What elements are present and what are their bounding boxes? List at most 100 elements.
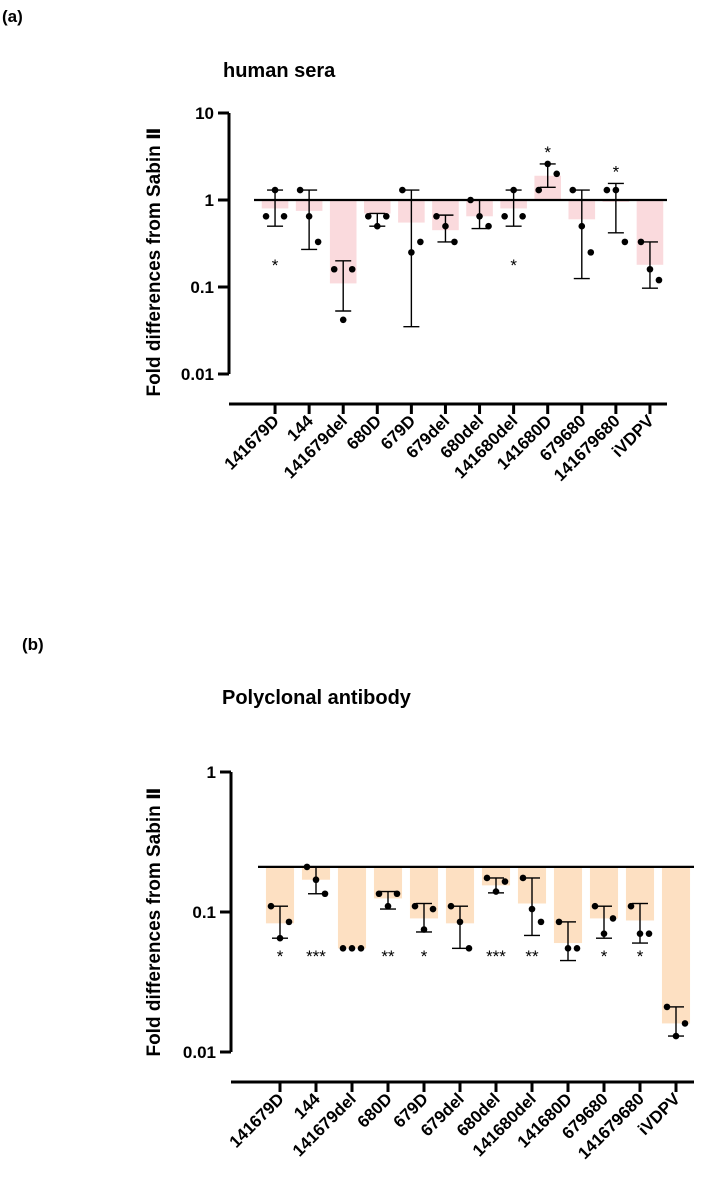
data-point	[609, 915, 617, 922]
significance-marker: *	[277, 947, 284, 966]
data-point	[553, 170, 561, 178]
data-point	[636, 930, 644, 937]
bar	[337, 866, 367, 949]
bar	[661, 866, 691, 1024]
y-tick-label: 0.1	[192, 903, 216, 922]
data-point	[280, 212, 288, 220]
data-point	[519, 212, 526, 220]
data-point	[348, 945, 356, 952]
data-point	[681, 1020, 689, 1027]
data-point	[587, 249, 595, 256]
data-point	[655, 276, 663, 284]
data-point	[663, 1003, 671, 1011]
data-point	[364, 212, 372, 220]
significance-marker: *	[637, 947, 644, 966]
data-point	[339, 316, 347, 324]
data-point	[555, 918, 563, 926]
panel-label: (a)	[2, 7, 23, 26]
data-point	[591, 902, 599, 910]
data-point	[271, 186, 279, 194]
data-point	[312, 876, 320, 884]
y-tick-label: 0.01	[183, 1043, 216, 1062]
data-point	[399, 186, 406, 194]
data-point	[578, 222, 586, 230]
significance-marker: ***	[306, 947, 326, 966]
data-point	[564, 945, 572, 952]
y-tick-label: 1	[207, 763, 216, 782]
data-point	[492, 888, 500, 895]
y-tick-label: 0.01	[181, 365, 214, 384]
data-point	[357, 945, 365, 952]
data-point	[305, 212, 313, 220]
data-point	[433, 212, 440, 220]
panel-a-chart: (a) human sera Fold differences from Sabin…	[2, 7, 667, 485]
data-point	[429, 905, 437, 913]
data-point	[476, 212, 483, 220]
data-point	[384, 902, 392, 910]
data-point	[348, 265, 356, 273]
data-point	[501, 878, 509, 885]
data-point	[483, 874, 491, 882]
data-point	[339, 945, 347, 952]
data-point	[510, 186, 517, 194]
data-point	[393, 890, 401, 898]
data-point	[417, 238, 424, 246]
data-point	[276, 934, 284, 942]
data-point	[411, 902, 419, 910]
data-point	[382, 212, 390, 220]
data-point	[467, 196, 474, 204]
data-point	[603, 186, 611, 194]
data-point	[535, 186, 543, 194]
data-point	[314, 238, 322, 246]
y-axis-label: Fold differences from Sabin Ⅱ	[144, 127, 165, 396]
panel-label: (b)	[22, 635, 44, 654]
chart-title: human sera	[223, 60, 336, 82]
data-point	[447, 902, 455, 910]
significance-marker: **	[525, 947, 539, 966]
significance-marker: *	[272, 256, 279, 275]
significance-marker: *	[510, 256, 517, 275]
data-point	[672, 1032, 680, 1040]
data-point	[485, 222, 492, 230]
data-point	[267, 902, 275, 910]
significance-marker: *	[613, 162, 620, 181]
x-tick-label: 141679del	[280, 411, 351, 482]
significance-marker: *	[421, 947, 428, 966]
x-tick-label: iVDPV	[634, 1089, 684, 1139]
data-point	[285, 918, 293, 926]
data-point	[600, 930, 608, 937]
data-point	[569, 186, 577, 194]
data-point	[544, 160, 552, 168]
data-point	[637, 238, 645, 246]
data-point	[451, 238, 458, 246]
data-point	[646, 265, 654, 273]
data-point	[573, 945, 581, 952]
data-point	[330, 265, 338, 273]
significance-marker: *	[601, 947, 608, 966]
data-point	[612, 186, 620, 194]
data-point	[442, 222, 449, 230]
data-point	[519, 874, 527, 882]
panel-b-chart: (b) Polyclonal antibody Fold differences f…	[22, 635, 694, 1163]
x-tick-label: 141679D	[221, 411, 283, 473]
y-tick-label: 10	[195, 104, 214, 123]
data-point	[420, 926, 428, 933]
data-point	[408, 249, 415, 256]
data-point	[528, 905, 536, 913]
significance-marker: **	[381, 947, 395, 966]
data-point	[321, 890, 329, 898]
data-point	[375, 890, 383, 898]
data-point	[621, 238, 629, 246]
data-point	[303, 863, 311, 871]
data-point	[373, 222, 381, 230]
data-point	[465, 945, 473, 952]
data-point	[262, 212, 270, 220]
data-point	[501, 212, 508, 220]
x-tick-label: 141679D	[226, 1089, 288, 1151]
data-point	[645, 930, 653, 937]
x-tick-label: 680D	[354, 1089, 396, 1131]
data-point	[296, 186, 304, 194]
y-axis-label: Fold differences from Sabin Ⅱ	[144, 787, 165, 1056]
significance-marker: *	[544, 143, 551, 162]
